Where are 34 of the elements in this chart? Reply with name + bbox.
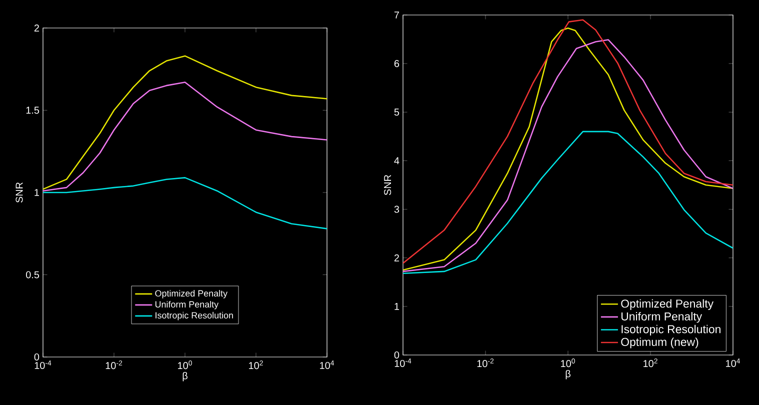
y-tick-label: 7	[394, 12, 399, 18]
x-tick-label: 10$^{-4}$	[34, 360, 52, 370]
x-tick-label: 10$^{-4}$	[394, 358, 412, 368]
x-tick-label: 10$^{0}$	[178, 360, 192, 370]
y-tick-label: 0	[34, 353, 40, 361]
x-tick-label: 10$^{2}$	[644, 358, 658, 368]
y-tick-label: 3	[394, 206, 400, 213]
legend-label: Optimized Penalty	[621, 299, 714, 310]
y-tick-label: 0.5	[26, 271, 40, 278]
y-tick-label: 6	[394, 60, 400, 68]
x-tick-label: 10$^{4}$	[726, 358, 740, 368]
x-tick-label: 10$^{-2}$	[477, 358, 494, 368]
legend-label: Uniform Penalty	[621, 312, 702, 323]
y-tick-label: 1.5	[26, 106, 40, 114]
legend-label: Uniform Penalty	[155, 300, 219, 310]
y-tick-label: 5	[394, 108, 400, 116]
y-tick-label: 0	[394, 351, 400, 359]
y-axis-title: SNR	[384, 174, 392, 196]
x-tick-label: 10$^{-2}$	[106, 360, 122, 370]
y-axis-title: SNR	[16, 182, 23, 203]
x-tick-label: 10$^{4}$	[320, 360, 334, 370]
legend-label: Optimum (new)	[621, 338, 698, 348]
x-tick-label: 10$^{0}$	[561, 358, 575, 368]
y-tick-label: 1	[34, 189, 39, 196]
legend-label: Isotropic Resolution	[156, 312, 233, 320]
y-tick-label: 4	[394, 157, 400, 164]
y-tick-label: 2	[394, 254, 399, 262]
x-tick-label: 10$^{2}$	[249, 360, 263, 370]
y-tick-label: 1	[394, 302, 400, 310]
x-axis-title: β	[182, 372, 188, 382]
legend-label: Isotropic Resolution	[622, 324, 720, 336]
y-tick-label: 2	[34, 24, 39, 32]
legend-label: Optimized Penalty	[155, 290, 228, 298]
x-axis-title: β	[566, 370, 570, 380]
